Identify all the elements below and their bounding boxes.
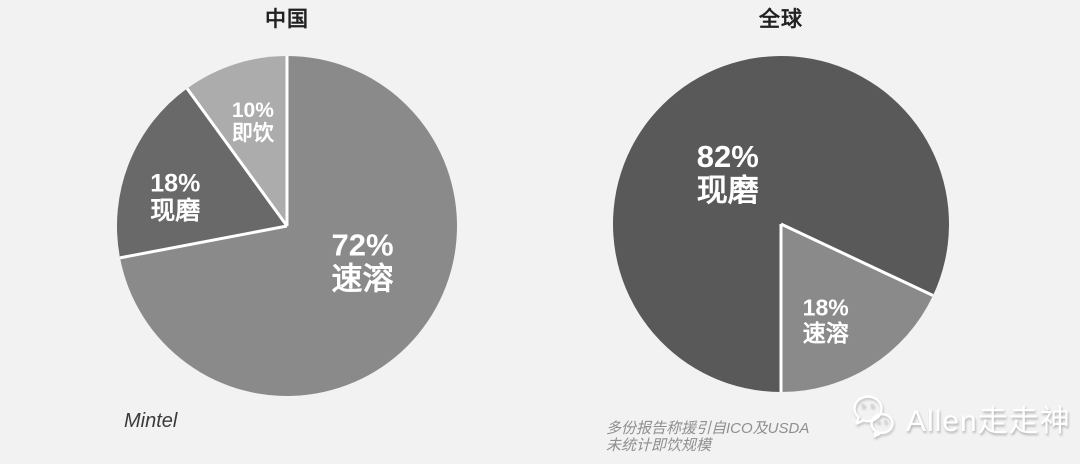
- slice-label: 18%现磨: [150, 169, 200, 225]
- source-note: 多份报告称援引自ICO及USDA 未统计即饮规模: [606, 420, 809, 454]
- pie-slice: [781, 224, 934, 392]
- slice-label: 72%速溶: [331, 227, 393, 296]
- watermark-text: Allen走走神: [906, 405, 1071, 438]
- slice-separator: [119, 224, 288, 260]
- pie-slice: [187, 56, 287, 226]
- slice-label: 82%现磨: [697, 139, 759, 208]
- chart-title-china: 中国: [265, 8, 309, 31]
- slice-label: 18%速溶: [803, 295, 849, 346]
- pie-slice: [117, 88, 287, 258]
- source-note-line-1: 多份报告称援引自ICO及USDA: [606, 420, 810, 437]
- slice-separator: [780, 222, 934, 297]
- wechat-icon: [853, 395, 894, 438]
- source-note-line-2: 未统计即饮规模: [606, 437, 712, 454]
- slice-separator: [185, 87, 289, 227]
- source-label-mintel: Mintel: [124, 410, 178, 432]
- chart-title-global: 全球: [759, 8, 803, 31]
- slice-label: 10%即饮: [232, 99, 275, 145]
- watermark: Allen走走神: [849, 391, 1071, 445]
- pie-slice: [120, 56, 457, 396]
